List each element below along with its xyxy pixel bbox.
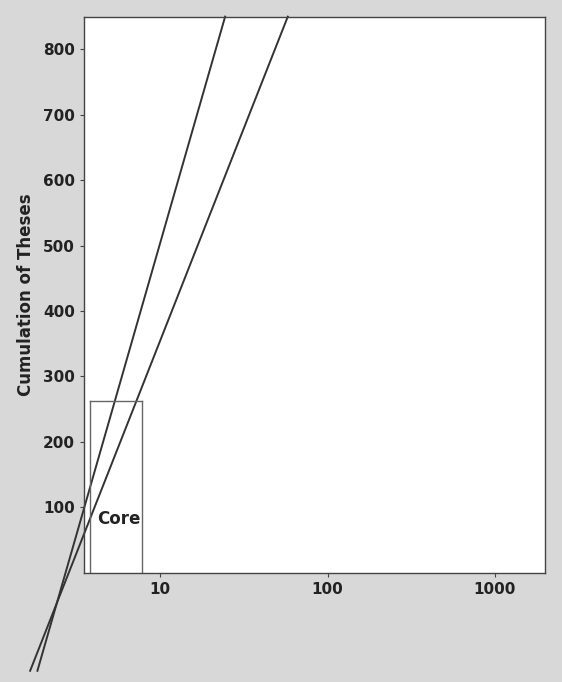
Y-axis label: Cumulation of Theses: Cumulation of Theses	[17, 194, 35, 396]
Text: Core: Core	[97, 509, 140, 528]
